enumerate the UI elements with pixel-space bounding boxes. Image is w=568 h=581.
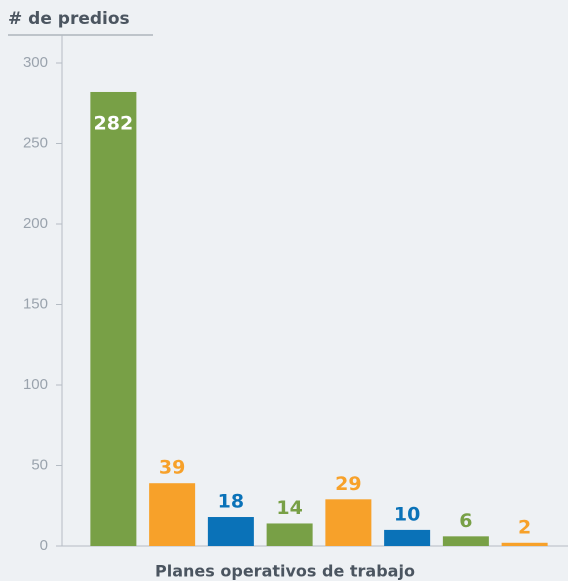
- bar: [442, 536, 489, 546]
- bar: [384, 529, 431, 546]
- bar: [149, 483, 196, 546]
- value-label: 14: [276, 497, 302, 519]
- bar: [90, 91, 137, 546]
- bar: [501, 542, 548, 546]
- x-axis-title: Planes operativos de trabajo: [155, 562, 415, 581]
- value-label: 18: [218, 491, 244, 513]
- bar: [266, 523, 313, 546]
- value-label: 2: [518, 516, 531, 538]
- y-tick-label: 150: [23, 295, 48, 312]
- value-label: 39: [159, 457, 185, 479]
- y-axis-title: # de predios: [8, 9, 130, 29]
- y-tick-label: 200: [23, 215, 48, 232]
- y-tick-label: 100: [23, 376, 48, 393]
- y-tick-label: 300: [23, 54, 48, 71]
- value-label: 10: [394, 503, 420, 525]
- value-label: 282: [94, 112, 134, 134]
- y-tick-label: 0: [40, 537, 48, 554]
- y-tick-label: 250: [23, 134, 48, 151]
- value-label: 29: [335, 473, 361, 495]
- value-label: 6: [459, 510, 472, 532]
- y-tick-label: 50: [31, 456, 48, 473]
- bar: [325, 499, 372, 546]
- bar: [207, 517, 254, 546]
